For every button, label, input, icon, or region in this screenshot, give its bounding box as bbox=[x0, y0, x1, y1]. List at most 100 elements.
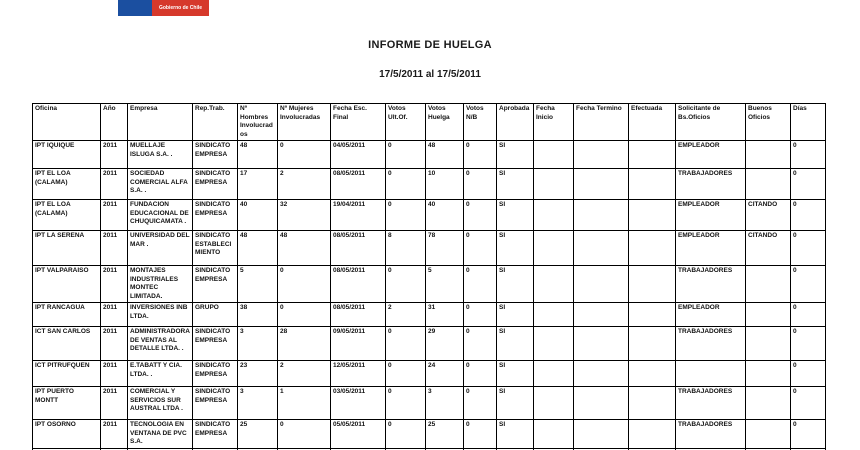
table-cell bbox=[533, 326, 574, 361]
table-cell: 0 bbox=[790, 168, 826, 200]
table-cell: 25 bbox=[237, 419, 278, 449]
table-cell: 48 bbox=[237, 230, 278, 266]
table-cell: EMPLEADOR bbox=[675, 140, 746, 169]
table-cell: 29 bbox=[425, 326, 464, 361]
table-cell: SI bbox=[496, 168, 534, 200]
table-cell bbox=[745, 265, 791, 303]
table-cell: 2011 bbox=[100, 265, 128, 303]
table-cell: 19/04/2011 bbox=[330, 199, 386, 231]
table-cell: 0 bbox=[385, 360, 426, 387]
table-cell: IPT OSORNO bbox=[32, 419, 101, 449]
table-cell: SINDICATO EMPRESA bbox=[192, 265, 238, 303]
table-cell: 09/05/2011 bbox=[330, 326, 386, 361]
table-cell: 2 bbox=[277, 168, 331, 200]
table-cell: 10 bbox=[425, 168, 464, 200]
table-cell: 0 bbox=[385, 419, 426, 449]
table-cell: 5 bbox=[425, 265, 464, 303]
table-cell: 25 bbox=[425, 419, 464, 449]
table-cell: 08/05/2011 bbox=[330, 265, 386, 303]
table-cell bbox=[533, 230, 574, 266]
table-cell: GRUPO bbox=[192, 302, 238, 327]
table-cell: SI bbox=[496, 230, 534, 266]
table-cell: 0 bbox=[463, 386, 497, 420]
table-cell: 32 bbox=[277, 199, 331, 231]
table-header-row: Oficina Año Empresa Rep.Trab. Nº Hombres Inv… bbox=[32, 103, 826, 141]
column-header: Días bbox=[790, 103, 826, 141]
table-cell: SI bbox=[496, 386, 534, 420]
table-cell: SINDICATO EMPRESA bbox=[192, 360, 238, 387]
table-cell: 0 bbox=[277, 140, 331, 169]
table-row: IPT IQUIQUE 2011 MUELLAJE ISLUGA S.A. . SIN… bbox=[32, 140, 826, 169]
table-cell bbox=[628, 199, 676, 231]
column-header: Oficina bbox=[32, 103, 101, 141]
table-cell: 04/05/2011 bbox=[330, 140, 386, 169]
table-cell: TECNOLOGIA EN VENTANA DE PVC S.A. bbox=[127, 419, 193, 449]
column-header: Empresa bbox=[127, 103, 193, 141]
table-cell: 0 bbox=[790, 265, 826, 303]
table-cell: 2011 bbox=[100, 386, 128, 420]
table-cell: IPT EL LOA (CALAMA) bbox=[32, 168, 101, 200]
column-header: Rep.Trab. bbox=[192, 103, 238, 141]
table-cell: 0 bbox=[463, 140, 497, 169]
table-cell: FUNDACION EDUCACIONAL DE CHUQUICAMATA . bbox=[127, 199, 193, 231]
table-cell bbox=[533, 199, 574, 231]
table-cell bbox=[628, 265, 676, 303]
table-cell bbox=[628, 360, 676, 387]
column-header: Nº Hombres Involucrados bbox=[237, 103, 278, 141]
table-cell: SI bbox=[496, 360, 534, 387]
table-cell: SINDICATO ESTABLECIMIENTO bbox=[192, 230, 238, 266]
table-cell: 48 bbox=[237, 140, 278, 169]
column-header: Fecha Inicio bbox=[533, 103, 574, 141]
table-cell: 38 bbox=[237, 302, 278, 327]
table-cell bbox=[745, 386, 791, 420]
table-body: IPT IQUIQUE 2011 MUELLAJE ISLUGA S.A. . SIN… bbox=[32, 140, 826, 450]
table-cell: TRABAJADORES bbox=[675, 326, 746, 361]
table-cell: 3 bbox=[237, 326, 278, 361]
table-cell: 2 bbox=[277, 360, 331, 387]
table-cell bbox=[573, 199, 629, 231]
logo-blue-block bbox=[118, 0, 152, 16]
table-cell: 0 bbox=[463, 419, 497, 449]
table-row: IPT EL LOA (CALAMA) 2011 SOCIEDAD COMERCIA… bbox=[32, 168, 826, 200]
table-cell: 2011 bbox=[100, 199, 128, 231]
table-cell bbox=[745, 168, 791, 200]
table-cell: TRABAJADORES bbox=[675, 265, 746, 303]
table-cell: 0 bbox=[790, 230, 826, 266]
table-cell: SI bbox=[496, 265, 534, 303]
column-header: Votos N/B bbox=[463, 103, 497, 141]
column-header: Nº Mujeres Involucradas bbox=[277, 103, 331, 141]
table-cell: 0 bbox=[790, 302, 826, 327]
table-cell: SINDICATO EMPRESA bbox=[192, 326, 238, 361]
table-cell: 2 bbox=[385, 302, 426, 327]
table-cell: MONTAJES INDUSTRIALES MONTEC LIMITADA. bbox=[127, 265, 193, 303]
table-cell: 40 bbox=[237, 199, 278, 231]
table-cell bbox=[573, 230, 629, 266]
table-cell: 0 bbox=[463, 199, 497, 231]
table-cell: 0 bbox=[790, 326, 826, 361]
date-range: 17/5/2011 al 17/5/2011 bbox=[379, 69, 481, 80]
table-row: IPT LA SERENA 2011 UNIVERSIDAD DEL MAR . SI… bbox=[32, 230, 826, 266]
table-cell: 0 bbox=[385, 199, 426, 231]
table-cell: IPT PUERTO MONTT bbox=[32, 386, 101, 420]
table-cell bbox=[573, 302, 629, 327]
table-cell: 0 bbox=[790, 386, 826, 420]
table-cell: SI bbox=[496, 419, 534, 449]
table-cell: EMPLEADOR bbox=[675, 302, 746, 327]
table-cell bbox=[745, 302, 791, 327]
column-header: Fecha Esc. Final bbox=[330, 103, 386, 141]
table-cell: 2011 bbox=[100, 168, 128, 200]
table-cell bbox=[745, 419, 791, 449]
logo-red-block: Gobierno de Chile bbox=[152, 0, 209, 16]
table-cell: SINDICATO EMPRESA bbox=[192, 168, 238, 200]
table-head: Oficina Año Empresa Rep.Trab. Nº Hombres Inv… bbox=[32, 103, 826, 141]
table-cell: E.TABATT Y CIA. LTDA. . bbox=[127, 360, 193, 387]
table-cell: 0 bbox=[790, 360, 826, 387]
table-cell bbox=[628, 326, 676, 361]
logo-text: Gobierno de Chile bbox=[158, 5, 203, 11]
table-cell: ADMINISTRADORA DE VENTAS AL DETALLE LTDA… bbox=[127, 326, 193, 361]
table-cell bbox=[573, 168, 629, 200]
table-cell: IPT IQUIQUE bbox=[32, 140, 101, 169]
table-cell: IPT RANCAGUA bbox=[32, 302, 101, 327]
table-cell bbox=[628, 230, 676, 266]
